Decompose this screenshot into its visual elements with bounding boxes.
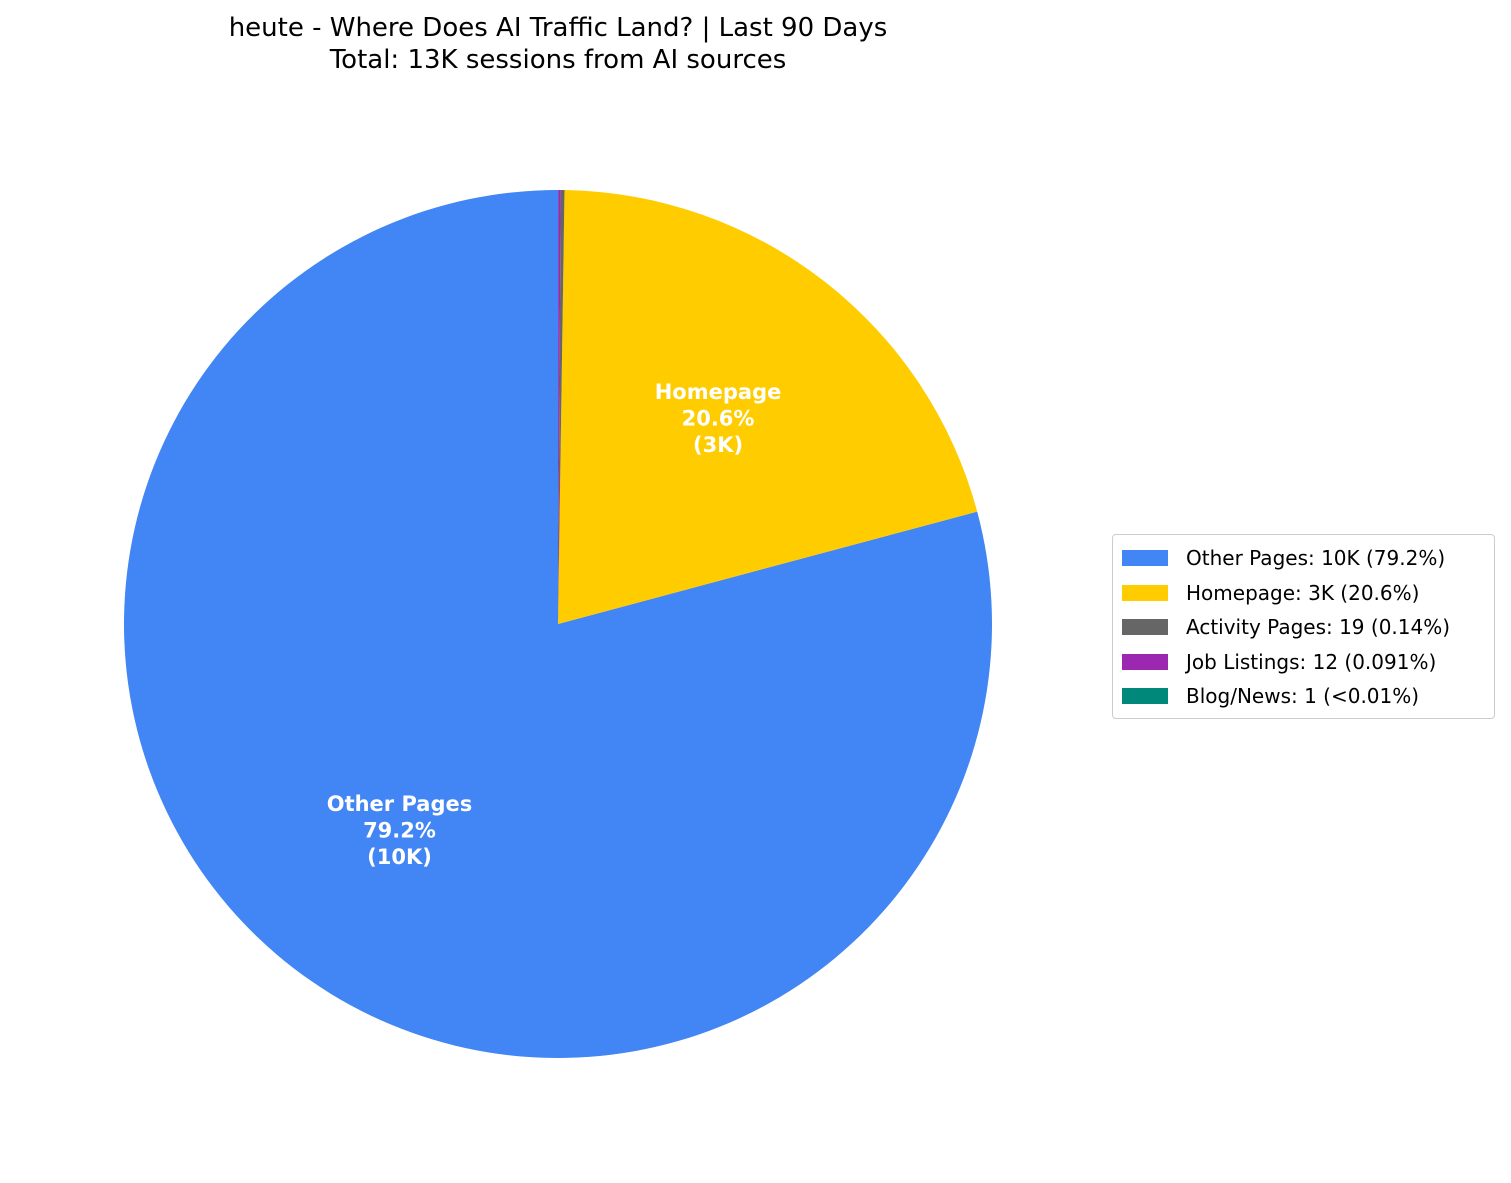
legend-swatch	[1122, 584, 1168, 601]
legend-item: Job Listings: 12 (0.091%)	[1113, 645, 1494, 680]
pie-slice-job-listings	[558, 190, 561, 624]
pie-slice-homepage	[558, 190, 978, 624]
legend-swatch	[1122, 619, 1168, 636]
chart-title-line: heute - Where Does AI Traffic Land? | La…	[228, 13, 888, 43]
legend-item: Blog/News: 1 (<0.01%)	[1113, 679, 1494, 714]
slice-label-line: Other Pages	[327, 792, 473, 816]
slice-label-other-pages: Other Pages 79.2% (10K)	[327, 792, 473, 869]
chart-title: heute - Where Does AI Traffic Land? | La…	[0, 12, 1116, 76]
slice-label-line: 79.2%	[363, 819, 436, 843]
legend-item: Activity Pages: 19 (0.14%)	[1113, 610, 1494, 645]
legend-item: Homepage: 3K (20.6%)	[1113, 576, 1494, 611]
legend-label: Other Pages: 10K (79.2%)	[1186, 546, 1446, 571]
legend-swatch	[1122, 653, 1168, 670]
slice-label-line: (10K)	[367, 845, 432, 869]
legend-item: Other Pages: 10K (79.2%)	[1113, 541, 1494, 576]
slice-label-line: 20.6%	[682, 407, 755, 431]
slice-label-line: (3K)	[693, 433, 743, 457]
legend-swatch	[1122, 550, 1168, 567]
legend-swatch	[1122, 688, 1168, 705]
chart-subtitle-line: Total: 13K sessions from AI sources	[329, 45, 787, 75]
legend-label: Blog/News: 1 (<0.01%)	[1186, 684, 1420, 709]
legend-label: Homepage: 3K (20.6%)	[1186, 580, 1420, 605]
slice-label-homepage: Homepage 20.6% (3K)	[655, 380, 782, 457]
legend: Other Pages: 10K (79.2%) Homepage: 3K (20…	[1112, 534, 1495, 719]
legend-label: Activity Pages: 19 (0.14%)	[1186, 615, 1451, 640]
pie-chart: Other Pages 79.2% (10K) Homepage 20.6% (3K)	[123, 189, 993, 1058]
slice-label-line: Homepage	[655, 380, 782, 404]
legend-label: Job Listings: 12 (0.091%)	[1186, 649, 1437, 674]
pie-slice-activity-pages	[558, 190, 565, 624]
